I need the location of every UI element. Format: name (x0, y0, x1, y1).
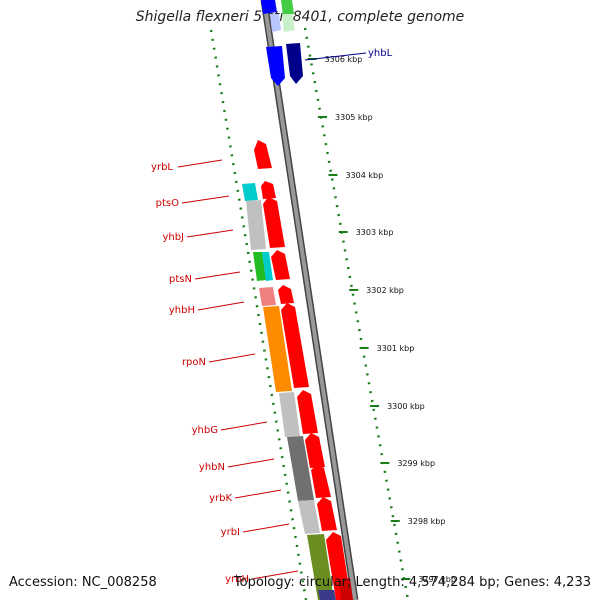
tick-label: 3304 kbp (345, 171, 383, 180)
accession-label: Accession: NC_008258 (9, 575, 157, 590)
gene-label: yrbI (221, 527, 240, 538)
tick-labels: 3306 kbp 3305 kbp 3304 kbp 3303 kbp 3302 kbp… (325, 55, 456, 584)
gene-label: ptsN (169, 274, 192, 285)
inner-dotted-ring (209, 29, 308, 600)
colored-features (242, 183, 336, 600)
tick-label: 3300 kbp (387, 402, 425, 411)
gene-label: yhbG (192, 425, 218, 436)
gene-label: yrbL (151, 162, 173, 173)
tick-label: 3306 kbp (325, 55, 363, 64)
gene-label: yhbN (199, 462, 225, 473)
gene-label: yrbH (225, 574, 249, 585)
tick-label: 3301 kbp (377, 344, 415, 353)
tick-label: 3297 kbp (418, 575, 456, 584)
tick-label: 3305 kbp (335, 113, 373, 122)
gene-labels-left: yrbL ptsO yhbJ ptsN yhbH rpoN yhbG yhbN … (151, 162, 249, 585)
gene-label: ptsO (156, 198, 179, 209)
cds-arrows (254, 140, 353, 600)
gene-label: yrbK (209, 493, 232, 504)
topology-label: Topology: circular; Length: 4,574,284 bp… (233, 575, 591, 590)
gene-label: yhbJ (162, 232, 184, 243)
top-feature-blocks (261, 0, 303, 86)
backbone (260, 0, 359, 600)
tick-label: 3302 kbp (366, 286, 404, 295)
tick-label: 3298 kbp (408, 517, 446, 526)
gene-label-yhbL: yhbL (368, 48, 393, 59)
tick-label: 3299 kbp (397, 459, 435, 468)
right-gene-leader (304, 52, 367, 61)
tick-label: 3303 kbp (356, 228, 394, 237)
map-title: Shigella flexneri 5 str. 8401, complete … (135, 9, 465, 25)
gene-label: rpoN (182, 357, 206, 368)
gene-label: yhbH (169, 305, 195, 316)
gene-leaders (177, 159, 299, 580)
